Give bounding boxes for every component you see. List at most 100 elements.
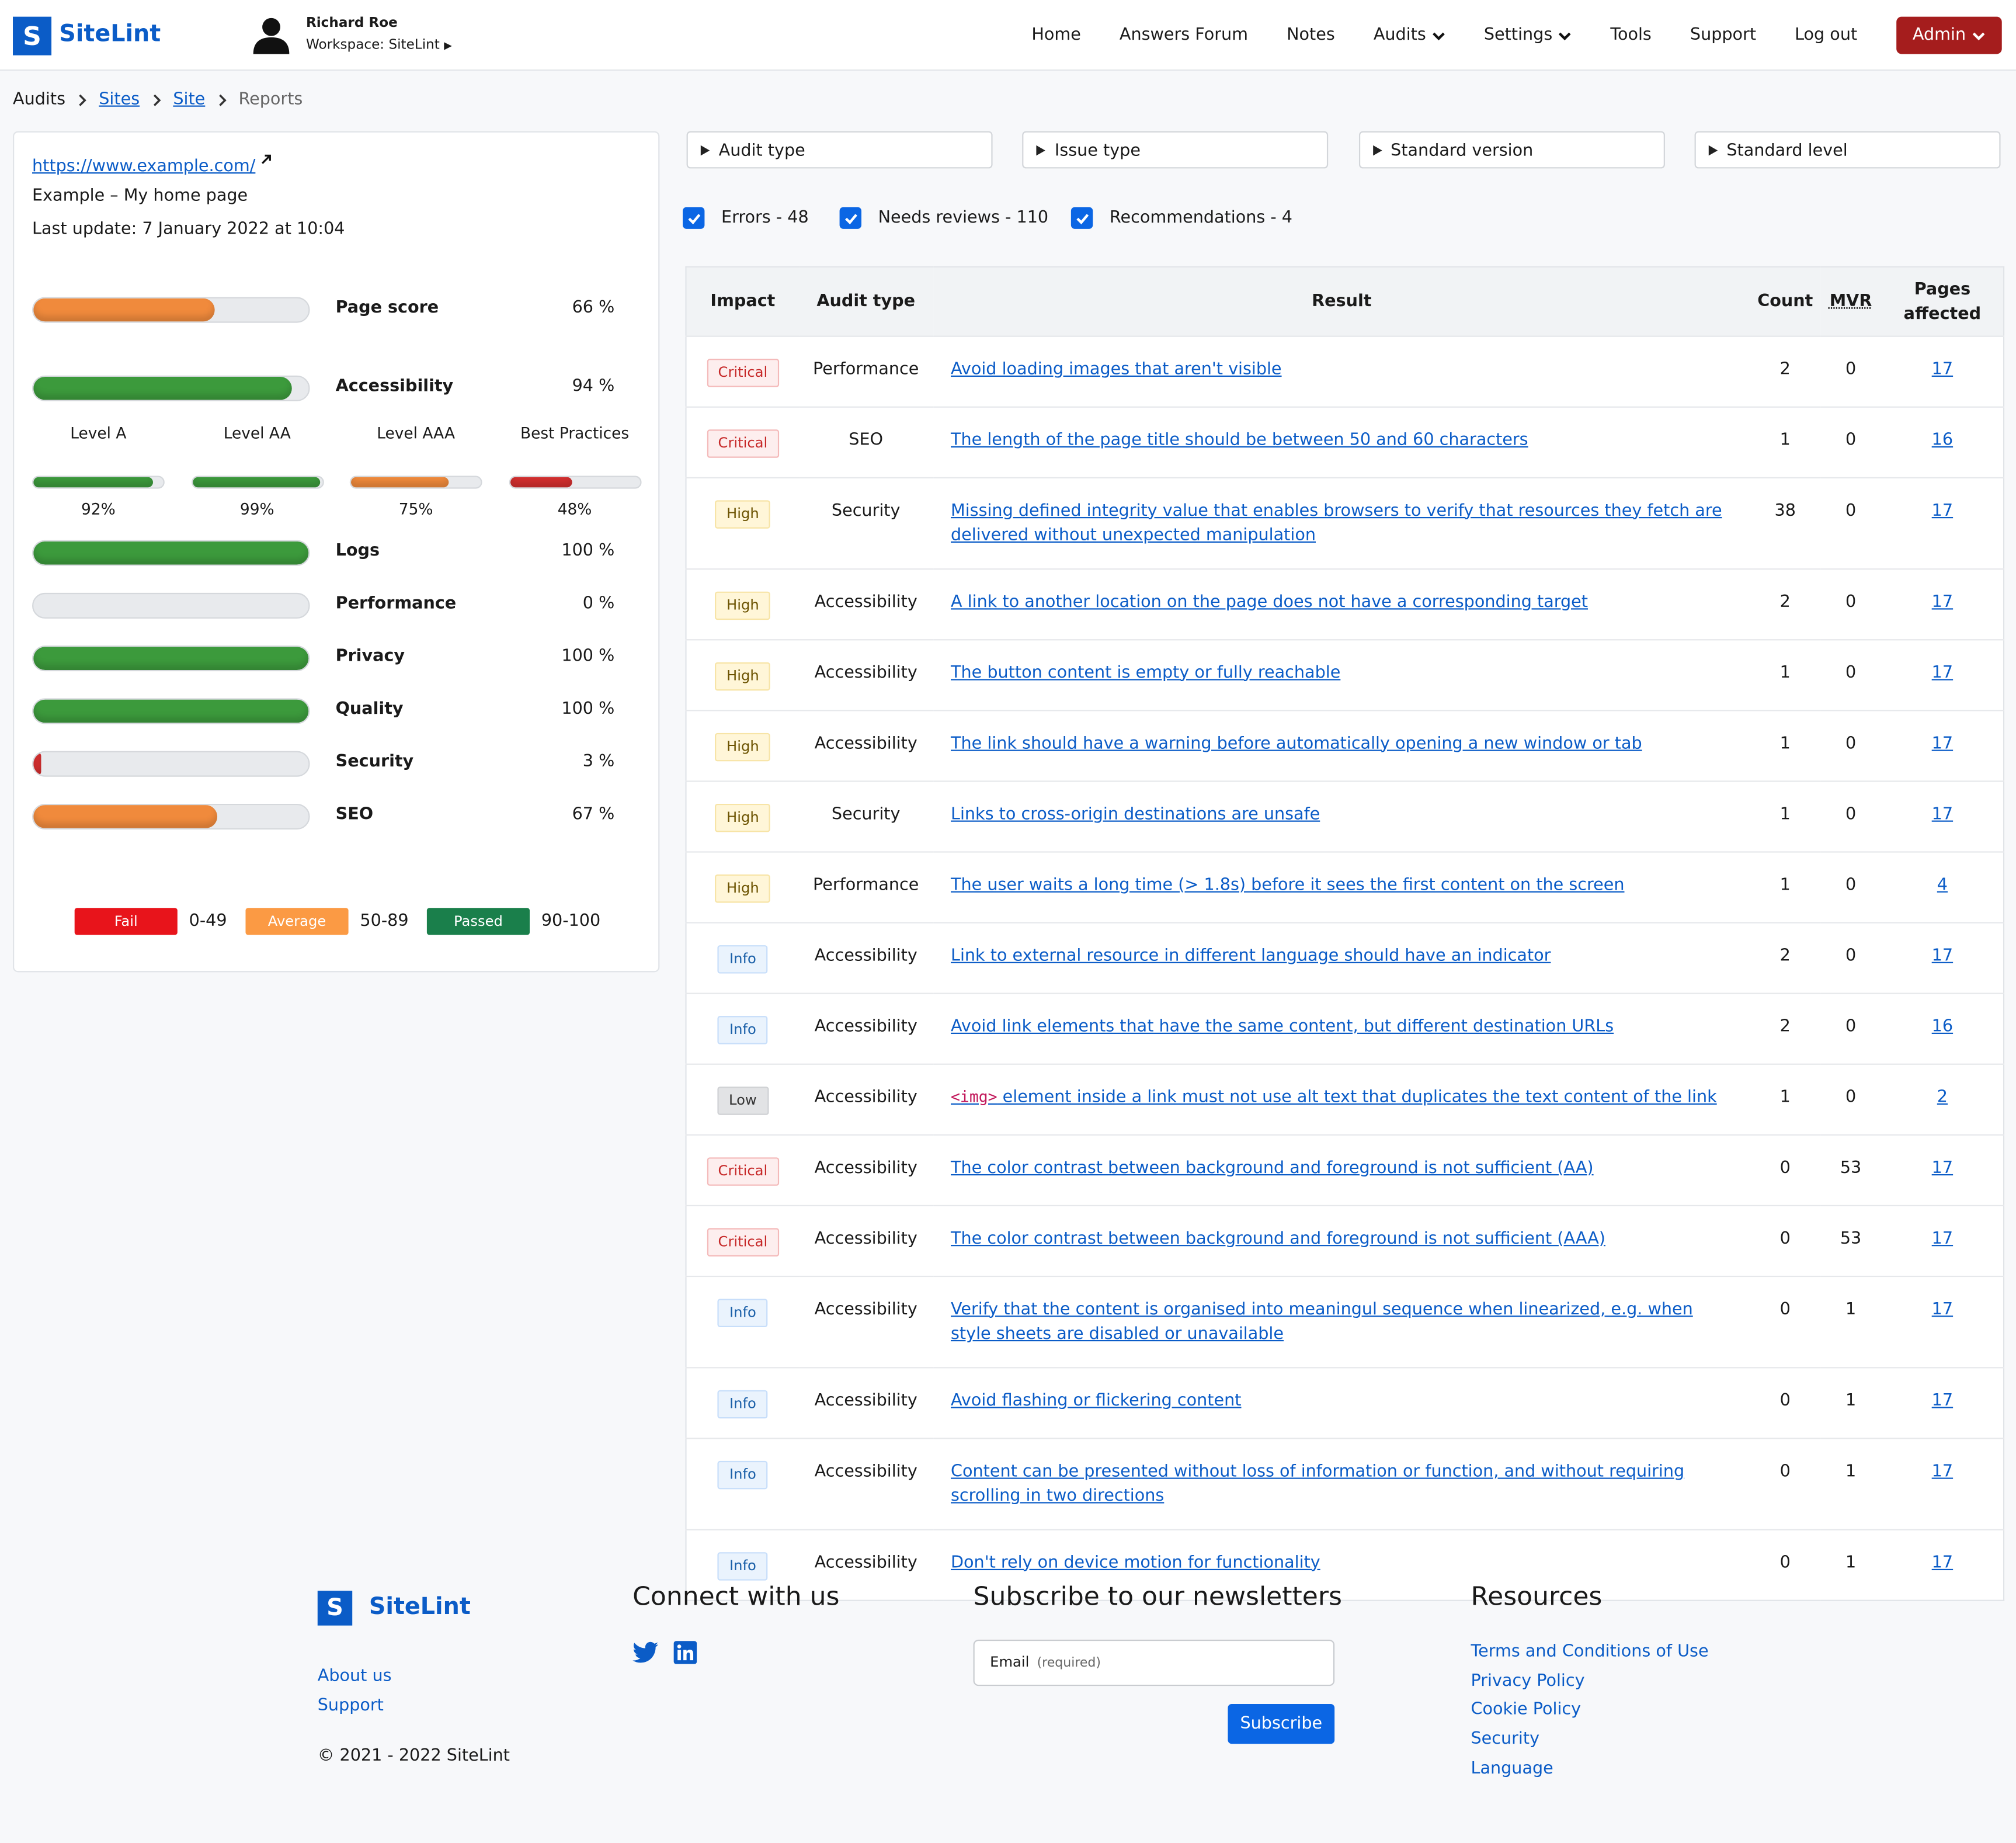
pages-link[interactable]: 16: [1931, 430, 1954, 450]
result-link[interactable]: The button content is empty or fully rea…: [951, 663, 1340, 682]
footer-link[interactable]: About us: [317, 1667, 392, 1686]
pages-link[interactable]: 17: [1931, 1299, 1954, 1319]
nav-item[interactable]: Answers Forum: [1120, 26, 1248, 45]
checkbox[interactable]: Needs reviews - 110: [839, 207, 1049, 229]
progress-fill: [509, 477, 572, 488]
result-cell: The user waits a long time (> 1.8s) befo…: [933, 851, 1751, 923]
nav-item[interactable]: Tools: [1610, 26, 1652, 45]
pages-link[interactable]: 17: [1931, 592, 1954, 612]
result-link[interactable]: The color contrast between background an…: [951, 1229, 1605, 1248]
pages-link[interactable]: 17: [1931, 1553, 1954, 1573]
nav-item[interactable]: Settings: [1484, 26, 1572, 45]
workspace[interactable]: Workspace: SiteLint ▶: [305, 37, 452, 53]
pages-link[interactable]: 17: [1931, 1462, 1954, 1481]
result-link[interactable]: <img> element inside a link must not use…: [951, 1087, 1717, 1106]
result-link[interactable]: Links to cross-origin destinations are u…: [951, 804, 1320, 824]
result-cell: Avoid loading images that aren't visible: [933, 335, 1751, 407]
result-text: Avoid flashing or flickering content: [951, 1390, 1242, 1410]
resource-link[interactable]: Privacy Policy: [1471, 1671, 1585, 1691]
nav-item[interactable]: Notes: [1287, 26, 1335, 45]
twitter-icon[interactable]: [632, 1641, 659, 1664]
checkbox-label: Recommendations - 4: [1109, 208, 1293, 228]
pages-link[interactable]: 17: [1931, 662, 1954, 682]
progress-track: [32, 540, 310, 566]
result-row: Low Accessibility <img> element inside a l…: [686, 1063, 2004, 1135]
count: 1: [1750, 780, 1820, 852]
impact-cell: High: [686, 477, 800, 570]
pages-link[interactable]: 4: [1937, 875, 1948, 895]
nav-item[interactable]: Home: [1031, 26, 1081, 45]
filter[interactable]: Standard version: [1358, 131, 1665, 169]
result-link[interactable]: The user waits a long time (> 1.8s) befo…: [951, 875, 1624, 894]
admin-menu[interactable]: Admin: [1896, 16, 2002, 54]
filter[interactable]: Issue type: [1022, 131, 1329, 169]
count: 1: [1750, 851, 1820, 923]
impact-badge: Info: [718, 1552, 768, 1580]
resource-link[interactable]: Language: [1471, 1759, 1553, 1779]
column-header: Result: [933, 266, 1751, 336]
result-link[interactable]: Avoid loading images that aren't visible: [951, 359, 1282, 379]
checkbox[interactable]: Errors - 48: [682, 207, 809, 229]
footer-link[interactable]: Support: [317, 1696, 384, 1716]
filter[interactable]: Audit type: [686, 131, 993, 169]
impact-badge: High: [715, 591, 771, 620]
result-link[interactable]: The link should have a warning before au…: [951, 734, 1642, 753]
result-link[interactable]: Avoid link elements that have the same c…: [951, 1016, 1614, 1036]
result-link[interactable]: The length of the page title should be b…: [951, 430, 1528, 449]
impact-badge: Critical: [706, 429, 780, 457]
email-label: Email: [990, 1654, 1030, 1671]
nav-item[interactable]: Log out: [1795, 26, 1857, 45]
site-url[interactable]: https://www.example.com/: [32, 157, 256, 176]
level-name: Level A: [70, 424, 127, 443]
impact-cell: Critical: [686, 1134, 800, 1206]
site-url-wrap: https://www.example.com/: [32, 153, 272, 176]
pages-link[interactable]: 17: [1931, 1158, 1954, 1178]
checkbox[interactable]: Recommendations - 4: [1070, 207, 1293, 229]
count: 1: [1750, 406, 1820, 478]
subscribe-button[interactable]: Subscribe: [1228, 1703, 1335, 1744]
audit-type: Accessibility: [799, 922, 933, 994]
footer-logo-icon[interactable]: S: [317, 1591, 353, 1626]
nav-item[interactable]: Support: [1690, 26, 1756, 45]
breadcrumb-item[interactable]: Site: [173, 90, 206, 110]
logo[interactable]: SiteLint: [59, 20, 161, 48]
result-cell: The link should have a warning before au…: [933, 710, 1751, 782]
result-link[interactable]: Avoid flashing or flickering content: [951, 1391, 1242, 1410]
result-row: Info Accessibility Avoid link elements tha…: [686, 992, 2004, 1064]
nav-item[interactable]: Audits: [1374, 26, 1445, 45]
pages-link[interactable]: 17: [1931, 946, 1954, 966]
pages-link[interactable]: 16: [1931, 1016, 1954, 1036]
pages-link[interactable]: 17: [1931, 359, 1954, 379]
mvr: 1: [1820, 1438, 1882, 1530]
footer-logo[interactable]: SiteLint: [369, 1593, 471, 1620]
admin-label: Admin: [1912, 26, 1966, 46]
legend-range: 50-89: [360, 911, 409, 931]
resource-link[interactable]: Security: [1471, 1730, 1540, 1750]
pages-link[interactable]: 2: [1937, 1087, 1948, 1107]
result-link[interactable]: Missing defined integrity value that ena…: [951, 501, 1722, 545]
result-link[interactable]: Link to external resource in different l…: [951, 946, 1551, 965]
email-input[interactable]: Email (required): [973, 1639, 1335, 1686]
result-link[interactable]: Verify that the content is organised int…: [951, 1300, 1693, 1344]
pages-link[interactable]: 17: [1931, 1390, 1954, 1410]
impact-cell: Critical: [686, 335, 800, 407]
result-link[interactable]: Content can be presented without loss of…: [951, 1462, 1684, 1506]
result-link[interactable]: Don't rely on device motion for function…: [951, 1553, 1320, 1572]
breadcrumb-item[interactable]: Sites: [99, 90, 140, 110]
resource-link[interactable]: Terms and Conditions of Use: [1471, 1642, 1709, 1662]
result-link[interactable]: The color contrast between background an…: [951, 1158, 1594, 1177]
result-text: Avoid link elements that have the same c…: [951, 1016, 1614, 1036]
mvr: 0: [1820, 639, 1882, 711]
pages-link[interactable]: 17: [1931, 804, 1954, 824]
pages-link[interactable]: 17: [1931, 501, 1954, 520]
pages-link[interactable]: 17: [1931, 1228, 1954, 1248]
email-required: (required): [1037, 1656, 1101, 1671]
checkbox-label: Needs reviews - 110: [878, 208, 1049, 228]
resource-link[interactable]: Cookie Policy: [1471, 1700, 1581, 1720]
result-link[interactable]: A link to another location on the page d…: [951, 592, 1588, 612]
pages-link[interactable]: 17: [1931, 733, 1954, 753]
linkedin-icon[interactable]: [673, 1641, 697, 1664]
progress-track: [32, 803, 310, 829]
filter[interactable]: Standard level: [1694, 131, 2001, 169]
results-table: Impact Audit type Result Count MVR Pages affe…: [685, 266, 2005, 1601]
